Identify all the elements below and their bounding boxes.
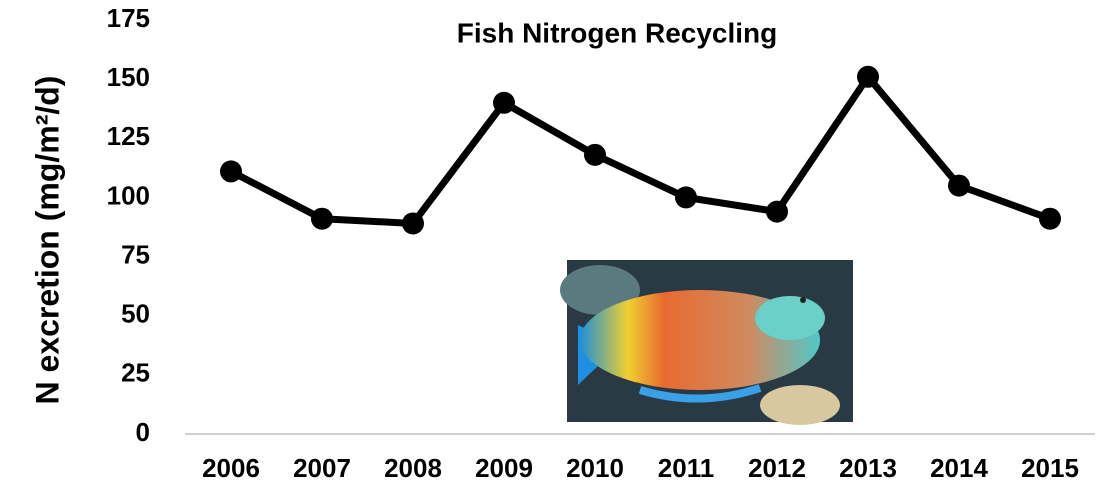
y-tick-label: 100 [107, 180, 150, 210]
y-tick-label: 50 [121, 299, 150, 329]
marker [220, 160, 242, 182]
marker [493, 92, 515, 114]
y-tick-label: 0 [136, 417, 150, 447]
x-tick-label: 2007 [293, 453, 351, 483]
marker [584, 144, 606, 166]
marker [402, 212, 424, 234]
marker [766, 201, 788, 223]
x-tick-label: 2008 [384, 453, 442, 483]
y-axis-label: N excretion (mg/m²/d) [29, 76, 65, 405]
x-tick-label: 2011 [658, 453, 714, 483]
marker [311, 208, 333, 230]
x-tick-label: 2012 [748, 453, 806, 483]
chart: Fish Nitrogen Recycling N excretion (mg/… [0, 0, 1112, 492]
marker [948, 175, 970, 197]
y-tick-label: 125 [107, 121, 150, 151]
fish-photo [560, 260, 853, 425]
marker [1039, 208, 1061, 230]
marker [857, 66, 879, 88]
x-tick-label: 2013 [839, 453, 897, 483]
x-tick-label: 2015 [1021, 453, 1079, 483]
y-tick-label: 25 [121, 358, 150, 388]
y-tick-label: 75 [121, 239, 150, 269]
x-tick-label: 2006 [202, 453, 260, 483]
x-tick-label: 2014 [930, 453, 988, 483]
chart-title: Fish Nitrogen Recycling [457, 17, 778, 48]
y-tick-label: 150 [107, 62, 150, 92]
marker [675, 186, 697, 208]
y-tick-label: 175 [107, 3, 150, 33]
line [231, 77, 1050, 224]
x-tick-label: 2010 [566, 453, 624, 483]
x-tick-label: 2009 [475, 453, 533, 483]
